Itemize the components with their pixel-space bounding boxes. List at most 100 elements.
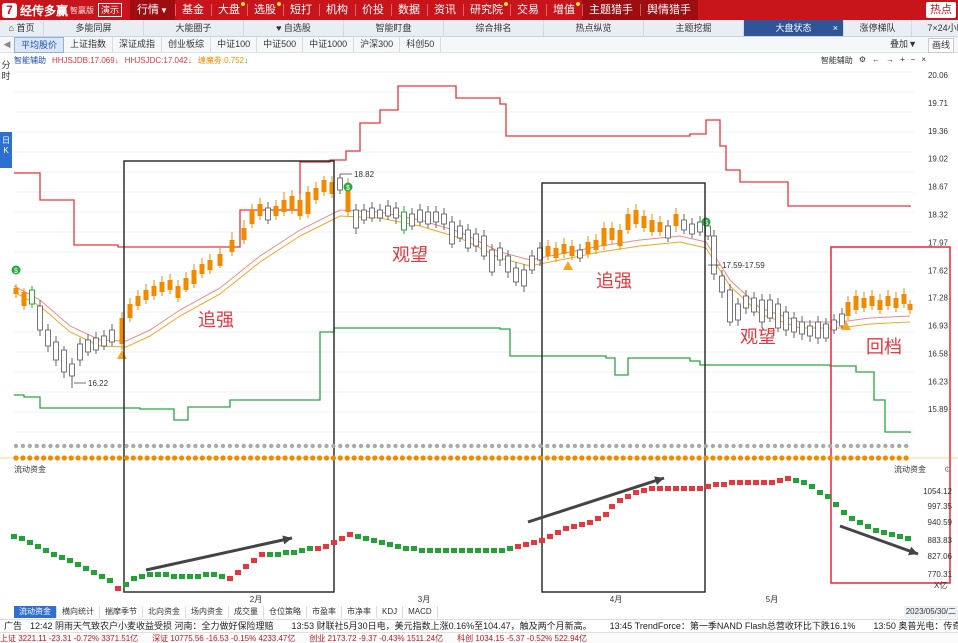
candle[interactable] [167, 274, 173, 294]
news-item[interactable]: 12:42 阴雨天气致农户小麦收益受损 河南：全力做好保险理赔 [30, 621, 274, 631]
index-quote[interactable]: 上证 3221.11 -23.31 -0.72% 3371.51亿 [0, 634, 139, 643]
settings-icon[interactable]: ⚙ [858, 55, 866, 64]
candle[interactable] [441, 208, 447, 230]
tab-2[interactable]: 大能圈子 [144, 20, 244, 36]
candle[interactable] [617, 224, 623, 250]
candle[interactable] [767, 294, 773, 322]
candle[interactable] [457, 220, 463, 242]
candle[interactable] [69, 358, 75, 388]
candle[interactable] [727, 284, 733, 326]
candle[interactable] [329, 176, 335, 198]
candle[interactable] [369, 202, 375, 222]
candle[interactable] [321, 176, 327, 196]
menu-item-6[interactable]: 价投 [354, 0, 391, 20]
index-option-1[interactable]: 上证指数 [64, 36, 114, 53]
plus-icon[interactable]: + [899, 55, 905, 64]
candle[interactable] [313, 182, 319, 204]
candle[interactable] [505, 250, 511, 278]
candle[interactable] [297, 194, 303, 220]
settings-icon[interactable]: ⚙ [944, 465, 951, 474]
candle[interactable] [29, 286, 35, 308]
candle[interactable] [417, 204, 423, 226]
candle[interactable] [281, 192, 287, 216]
candle[interactable] [119, 312, 125, 350]
back-icon[interactable]: ◀ [3, 39, 11, 49]
candle[interactable] [489, 244, 495, 276]
candle[interactable] [869, 290, 875, 310]
candle[interactable] [175, 280, 181, 302]
index-option-5[interactable]: 中证500 [257, 36, 304, 53]
candle[interactable] [151, 280, 157, 300]
candle[interactable] [37, 300, 43, 336]
candle[interactable] [393, 202, 399, 224]
candle[interactable] [207, 254, 213, 274]
candle[interactable] [449, 216, 455, 248]
candle[interactable] [577, 244, 583, 262]
drawing-button[interactable]: 画线 [927, 38, 954, 53]
candle[interactable] [839, 308, 845, 330]
candle[interactable] [553, 242, 559, 262]
candle[interactable] [191, 264, 197, 288]
menu-item-13[interactable]: 舆情猎手 [639, 0, 698, 20]
index-option-2[interactable]: 深证成指 [113, 36, 163, 53]
menu-item-2[interactable]: 大盘 [210, 0, 247, 20]
tab-4[interactable]: 智能盯盘 [344, 20, 444, 36]
candle[interactable] [199, 258, 205, 278]
candle[interactable] [529, 250, 535, 274]
candle[interactable] [641, 210, 647, 232]
index-option-0[interactable]: 平均股价 [14, 36, 65, 53]
candle[interactable] [831, 314, 837, 334]
candle[interactable] [593, 234, 599, 254]
candle[interactable] [249, 204, 255, 228]
candle[interactable] [273, 200, 279, 220]
hot-button[interactable]: 热点 [926, 2, 956, 18]
candle[interactable] [791, 312, 797, 338]
tab-9[interactable]: 涨停梯队 [844, 20, 912, 36]
indicator-name[interactable]: 智能辅助 [14, 56, 46, 65]
candle[interactable] [823, 318, 829, 342]
menu-item-7[interactable]: 数据 [390, 0, 427, 20]
tab-1[interactable]: 多能同屏 [44, 20, 144, 36]
candle[interactable] [305, 186, 311, 218]
overlay-button[interactable]: 叠加▼ [887, 38, 920, 53]
tab-3[interactable]: ♥ 自选股 [244, 20, 344, 36]
arrow-right-icon[interactable]: → [885, 55, 894, 64]
candle[interactable] [109, 324, 115, 346]
candle[interactable] [465, 224, 471, 252]
candle[interactable] [377, 204, 383, 222]
period-daily-button[interactable]: 日 K [0, 132, 12, 168]
candle[interactable] [337, 174, 343, 194]
candle[interactable] [815, 316, 821, 344]
index-quote[interactable]: 创业 2173.72 -9.37 -0.43% 1511.24亿 [309, 634, 444, 643]
candle[interactable] [609, 222, 615, 244]
candle[interactable] [473, 228, 479, 252]
candle[interactable] [217, 248, 223, 268]
news-item[interactable]: 13:53 财联社5月30日电，美元指数上涨0.16%至104.47，触及两个月… [291, 621, 592, 631]
candle[interactable] [13, 284, 19, 298]
candle[interactable] [183, 272, 189, 292]
index-quote[interactable]: 深证 10775.56 -16.53 -0.15% 4233.47亿 [152, 634, 296, 643]
candle[interactable] [681, 214, 687, 234]
lower-tab-9[interactable]: KDJ [377, 606, 404, 618]
lower-tab-6[interactable]: 仓位策略 [264, 606, 307, 618]
menu-item-5[interactable]: 机构 [318, 0, 355, 20]
candle[interactable] [561, 238, 567, 258]
lower-tab-3[interactable]: 北向资金 [143, 606, 186, 618]
candle[interactable] [135, 290, 141, 310]
candle[interactable] [385, 200, 391, 220]
candle[interactable] [545, 240, 551, 260]
index-option-4[interactable]: 中证100 [211, 36, 258, 53]
candle[interactable] [633, 204, 639, 228]
candle[interactable] [711, 230, 717, 280]
candle[interactable] [625, 208, 631, 234]
candle[interactable] [901, 288, 907, 308]
candle[interactable] [85, 334, 91, 356]
period-minute-label[interactable]: 分 [1, 60, 11, 70]
candle[interactable] [885, 290, 891, 310]
candle[interactable] [21, 288, 27, 310]
menu-item-11[interactable]: 增值 [545, 0, 582, 20]
lower-tab-10[interactable]: MACD [403, 606, 438, 618]
lower-tab-8[interactable]: 市净率 [342, 606, 377, 618]
candle[interactable] [601, 222, 607, 250]
candle[interactable] [127, 298, 133, 322]
